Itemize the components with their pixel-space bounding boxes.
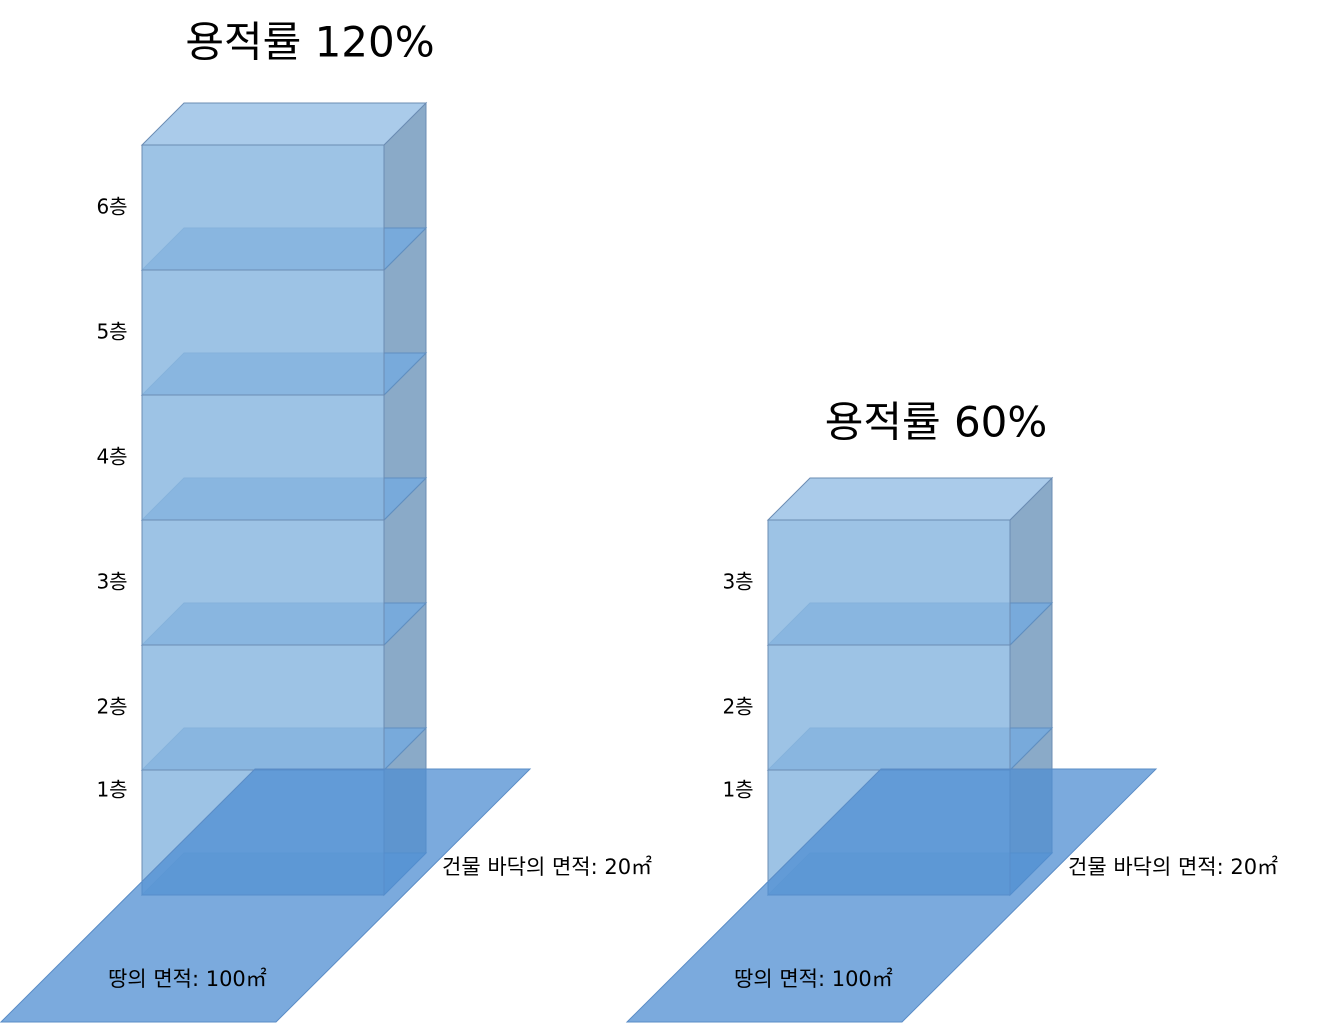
building-area-label: 건물 바닥의 면적: 20㎡ xyxy=(442,855,652,879)
roof xyxy=(766,477,1054,521)
floor-front xyxy=(767,644,1011,771)
floor-label: 3층 xyxy=(96,570,127,594)
panel-title: 용적률 120% xyxy=(185,18,434,67)
floor-front xyxy=(141,144,385,271)
floor-label: 2층 xyxy=(722,695,753,719)
floor-front xyxy=(767,519,1011,646)
floor-front xyxy=(141,519,385,646)
roof xyxy=(140,102,428,146)
floor-label: 2층 xyxy=(96,695,127,719)
floor-front xyxy=(141,269,385,396)
floor-front xyxy=(141,394,385,521)
floor-label: 1층 xyxy=(96,778,127,802)
floor-label: 3층 xyxy=(722,570,753,594)
floor-label: 5층 xyxy=(96,320,127,344)
land xyxy=(625,768,1158,1023)
panel-title: 용적률 60% xyxy=(825,398,1048,447)
floor-front xyxy=(141,644,385,771)
floor-label: 1층 xyxy=(722,778,753,802)
floor-label: 4층 xyxy=(96,445,127,469)
land-area-label: 땅의 면적: 100㎡ xyxy=(734,967,893,991)
land xyxy=(0,768,532,1023)
floor-label: 6층 xyxy=(96,195,127,219)
building-area-label: 건물 바닥의 면적: 20㎡ xyxy=(1068,855,1278,879)
land-area-label: 땅의 면적: 100㎡ xyxy=(108,967,267,991)
